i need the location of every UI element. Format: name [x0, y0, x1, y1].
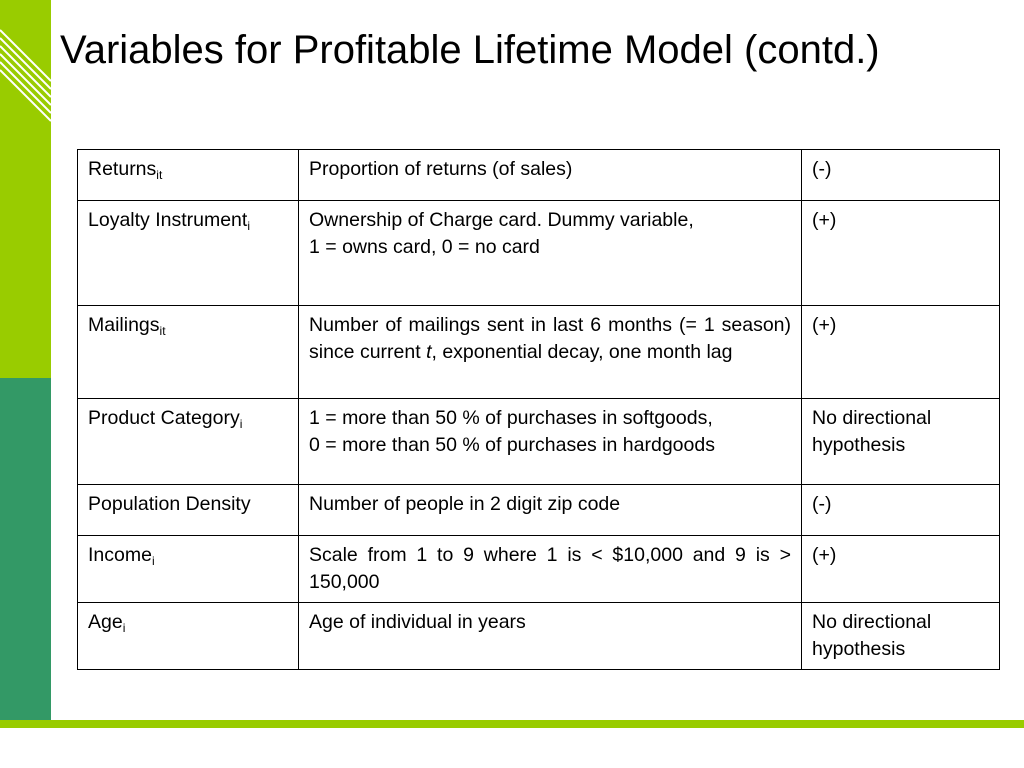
- hypothesis-text: (-): [812, 158, 832, 180]
- hypothesis-text: (+): [812, 544, 837, 566]
- variable-subscript: it: [156, 168, 163, 182]
- description-italic: t: [426, 341, 432, 363]
- variable-subscript: i: [247, 219, 250, 233]
- table-row: Loyalty Instrumenti Ownership of Charge …: [77, 200, 1000, 306]
- description-text: Number of mailings sent in last 6 months…: [309, 314, 791, 363]
- variable-name: Product Category: [88, 407, 240, 429]
- variable-cell: Agei: [77, 602, 299, 670]
- slide-title: Variables for Profitable Lifetime Model …: [60, 28, 880, 72]
- hypothesis-text: (-): [812, 493, 832, 515]
- variable-cell: Product Categoryi: [77, 398, 299, 485]
- hypothesis-cell: (-): [801, 149, 1000, 201]
- hypothesis-cell: (+): [801, 535, 1000, 603]
- variables-table: Returnsit Proportion of returns (of sale…: [77, 149, 1000, 670]
- hypothesis-text: (+): [812, 314, 837, 336]
- description-text: Proportion of returns (of sales): [309, 158, 573, 180]
- variable-name: Income: [88, 544, 152, 566]
- variable-name: Loyalty Instrument: [88, 209, 248, 231]
- variable-name: Mailings: [88, 314, 160, 336]
- variable-cell: Mailingsit: [77, 305, 299, 399]
- variable-name: Age: [88, 611, 123, 633]
- sidebar-stripes-decoration: [0, 29, 51, 122]
- description-cell: 1 = more than 50 % of purchases in softg…: [298, 398, 802, 485]
- hypothesis-text: No directional hypothesis: [812, 611, 932, 660]
- description-text: 1 = more than 50 % of purchases in softg…: [309, 407, 713, 429]
- variable-subscript: i: [122, 621, 126, 635]
- variable-cell: Population Density: [77, 484, 299, 536]
- description-text-line2: 0 = more than 50 % of purchases in hardg…: [309, 434, 715, 456]
- variable-cell: Loyalty Instrumenti: [77, 200, 299, 306]
- description-cell: Age of individual in years: [298, 602, 802, 670]
- variable-cell: Returnsit: [77, 149, 299, 201]
- variable-subscript: it: [159, 324, 166, 338]
- hypothesis-cell: No directional hypothesis: [801, 398, 1000, 485]
- table-row: Population Density Number of people in 2…: [77, 484, 1000, 536]
- variable-subscript: i: [151, 554, 155, 568]
- description-cell: Number of people in 2 digit zip code: [298, 484, 802, 536]
- description-text: Age of individual in years: [309, 611, 526, 633]
- variable-subscript: i: [239, 417, 243, 431]
- variable-cell: Incomei: [77, 535, 299, 603]
- table-row: Mailingsit Number of mailings sent in la…: [77, 305, 1000, 399]
- hypothesis-cell: (+): [801, 305, 1000, 399]
- bottom-accent-rule: [0, 720, 1024, 728]
- hypothesis-text: (+): [812, 209, 837, 231]
- table-row: Incomei Scale from 1 to 9 where 1 is < $…: [77, 535, 1000, 603]
- description-text-after: , exponential decay, one month lag: [431, 341, 733, 363]
- description-text-line2: 1 = owns card, 0 = no card: [309, 236, 540, 258]
- table-row: Product Categoryi 1 = more than 50 % of …: [77, 398, 1000, 485]
- description-cell: Number of mailings sent in last 6 months…: [298, 305, 802, 399]
- description-cell: Proportion of returns (of sales): [298, 149, 802, 201]
- table-row: Agei Age of individual in years No direc…: [77, 602, 1000, 670]
- description-text: Number of people in 2 digit zip code: [309, 493, 621, 515]
- variable-name: Population Density: [88, 493, 251, 515]
- description-cell: Scale from 1 to 9 where 1 is < $10,000 a…: [298, 535, 802, 603]
- description-text: Ownership of Charge card. Dummy variable…: [309, 209, 694, 231]
- description-cell: Ownership of Charge card. Dummy variable…: [298, 200, 802, 306]
- hypothesis-cell: (-): [801, 484, 1000, 536]
- sidebar-accent-green: [0, 378, 51, 720]
- hypothesis-cell: (+): [801, 200, 1000, 306]
- hypothesis-cell: No directional hypothesis: [801, 602, 1000, 670]
- variable-name: Returns: [88, 158, 157, 180]
- hypothesis-text: No directional hypothesis: [812, 407, 932, 456]
- description-text: Scale from 1 to 9 where 1 is < $10,000 a…: [309, 544, 791, 593]
- table-row: Returnsit Proportion of returns (of sale…: [77, 149, 1000, 201]
